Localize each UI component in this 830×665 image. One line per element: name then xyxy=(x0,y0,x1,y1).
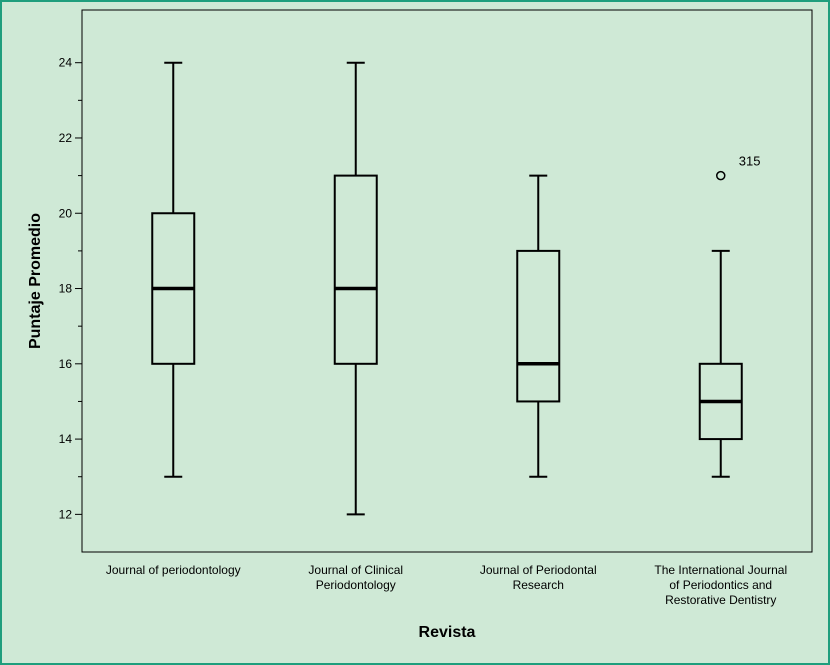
x-category-label: Journal of Periodontal Research xyxy=(480,563,597,592)
box-2 xyxy=(333,61,378,516)
x-category-label-line: Journal of periodontology xyxy=(106,563,241,577)
y-tick-label: 24 xyxy=(59,56,73,70)
x-category-label: Journal of Clinical Periodontology xyxy=(308,563,403,592)
iqr-box xyxy=(516,249,561,403)
y-tick-label: 12 xyxy=(59,507,73,521)
boxes: 315 xyxy=(151,61,761,516)
x-axis-labels: Journal of periodontology Journal of Clin… xyxy=(106,563,787,607)
y-tick-label: 16 xyxy=(59,357,73,371)
box-3 xyxy=(516,174,561,478)
y-tick-label: 20 xyxy=(59,206,73,220)
y-tick-label: 14 xyxy=(59,432,73,446)
x-category-label-line: Research xyxy=(513,578,564,592)
box-4: 315 xyxy=(698,154,761,478)
x-category-label: Journal of periodontology xyxy=(106,563,241,577)
box-1 xyxy=(151,61,196,478)
y-axis: 12 14 16 18 20 22 24 xyxy=(59,56,82,521)
x-category-label: The International Journal of Periodontics… xyxy=(654,563,787,607)
y-tick-label: 22 xyxy=(59,131,73,145)
plot-area xyxy=(81,9,813,553)
x-category-label-line: The International Journal xyxy=(654,563,787,577)
outlier-point xyxy=(716,170,726,181)
x-category-label-line: Restorative Dentistry xyxy=(665,593,776,607)
x-category-label-line: of Periodontics and xyxy=(669,578,772,592)
outlier-label: 315 xyxy=(739,154,761,169)
x-category-label-line: Journal of Periodontal xyxy=(480,563,597,577)
x-category-label-line: Periodontology xyxy=(316,578,396,592)
x-category-label-line: Journal of Clinical xyxy=(308,563,403,577)
x-axis-title: Revista xyxy=(419,624,476,641)
y-axis-title: Puntaje Promedio xyxy=(27,213,44,349)
y-tick-label: 18 xyxy=(59,282,73,296)
iqr-box xyxy=(333,174,378,365)
